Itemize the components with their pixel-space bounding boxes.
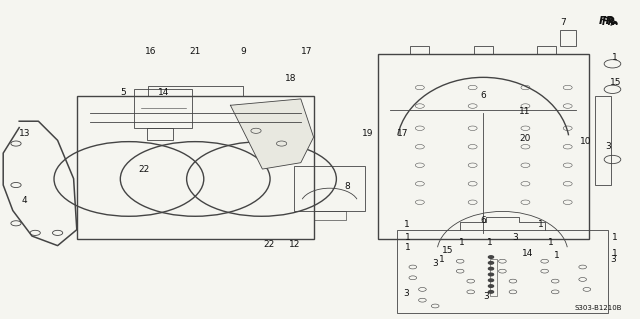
Text: 1: 1 — [612, 53, 617, 62]
Text: 17: 17 — [301, 47, 313, 56]
Text: 1: 1 — [405, 233, 410, 242]
Polygon shape — [230, 99, 314, 169]
Text: 1: 1 — [612, 233, 617, 242]
Bar — [410, 46, 429, 54]
Text: 3: 3 — [605, 142, 611, 151]
Text: 3: 3 — [484, 292, 489, 301]
Text: FR.: FR. — [602, 17, 620, 27]
Bar — [490, 259, 497, 296]
Bar — [294, 166, 365, 211]
Circle shape — [488, 256, 493, 258]
Circle shape — [488, 262, 493, 264]
Text: 1: 1 — [554, 251, 559, 260]
Text: 1: 1 — [404, 220, 409, 229]
Text: 4: 4 — [22, 197, 27, 205]
Text: 15: 15 — [610, 78, 621, 87]
Text: 13: 13 — [19, 130, 30, 138]
Bar — [537, 46, 556, 54]
Text: 14: 14 — [157, 88, 169, 97]
Text: 12: 12 — [289, 240, 300, 249]
Text: 15: 15 — [442, 246, 454, 255]
Text: 16: 16 — [145, 47, 156, 56]
Text: 22: 22 — [263, 240, 275, 249]
Text: 18: 18 — [285, 74, 297, 83]
Text: S303-B1210B: S303-B1210B — [575, 305, 622, 311]
Text: 9: 9 — [241, 47, 246, 56]
Text: 1: 1 — [548, 238, 553, 247]
Text: 3: 3 — [611, 256, 616, 264]
Bar — [474, 46, 493, 54]
Bar — [378, 54, 589, 239]
Text: 10: 10 — [580, 137, 591, 146]
Bar — [397, 230, 608, 313]
Circle shape — [488, 273, 493, 276]
Bar — [147, 128, 173, 140]
Bar — [560, 30, 576, 46]
Bar — [77, 96, 314, 239]
Text: 6: 6 — [481, 216, 486, 225]
Circle shape — [488, 291, 493, 293]
Text: 1: 1 — [612, 249, 617, 258]
Text: 19: 19 — [362, 130, 374, 138]
Bar — [595, 96, 611, 185]
Text: 11: 11 — [519, 107, 531, 116]
Text: 7: 7 — [561, 18, 566, 27]
Text: 1: 1 — [538, 220, 543, 229]
Text: 21: 21 — [189, 47, 201, 56]
Text: 6: 6 — [481, 91, 486, 100]
Bar — [134, 89, 192, 128]
Text: 1: 1 — [405, 243, 410, 252]
Circle shape — [488, 285, 493, 287]
Circle shape — [488, 279, 493, 282]
Text: 1: 1 — [439, 256, 444, 264]
Text: 5: 5 — [120, 88, 125, 97]
Text: 3: 3 — [404, 289, 409, 298]
Text: 17: 17 — [397, 130, 409, 138]
Text: FR.: FR. — [598, 16, 619, 26]
Text: 1: 1 — [487, 238, 492, 247]
Circle shape — [488, 267, 493, 270]
Text: 14: 14 — [522, 249, 534, 258]
Text: 8: 8 — [345, 182, 350, 191]
Text: 3: 3 — [433, 259, 438, 268]
Text: 3: 3 — [513, 233, 518, 242]
Text: 22: 22 — [138, 165, 150, 174]
Text: 1: 1 — [460, 238, 465, 247]
Text: 20: 20 — [519, 134, 531, 143]
Bar — [314, 211, 346, 220]
